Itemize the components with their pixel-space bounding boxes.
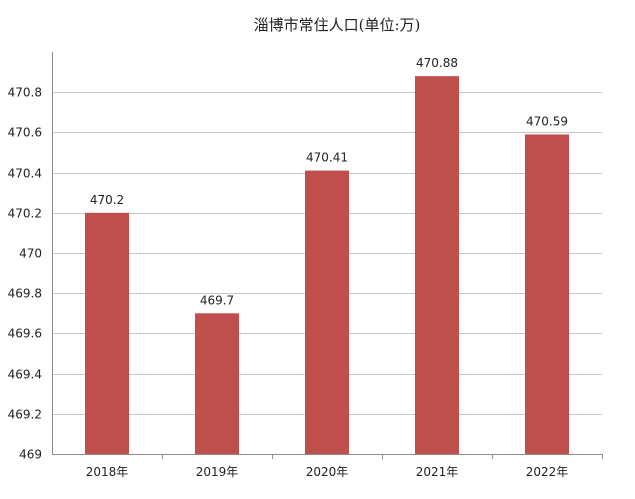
bar xyxy=(305,170,349,454)
labels: 469 469.2 469.4 469.6 469.8 470 470.2 470.4 470.… xyxy=(8,56,569,479)
y-tick-label: 469.2 xyxy=(8,408,42,422)
y-tick-label: 469.4 xyxy=(8,368,42,382)
y-tick-label: 470.2 xyxy=(8,207,42,221)
x-tick-label: 2020年 xyxy=(306,465,349,479)
x-tick-label: 2021年 xyxy=(416,465,459,479)
x-tick-label: 2018年 xyxy=(86,465,129,479)
data-label: 469.7 xyxy=(200,293,234,307)
y-tick-label: 469 xyxy=(19,448,42,462)
x-tick-label: 2022年 xyxy=(526,465,569,479)
y-tick-label: 469.6 xyxy=(8,327,42,341)
bar xyxy=(525,134,569,454)
y-tick-label: 470 xyxy=(19,247,42,261)
data-label: 470.88 xyxy=(416,56,458,70)
chart-title: 淄博市常住人口(单位:万) xyxy=(254,16,421,34)
y-tick-label: 470.6 xyxy=(8,126,42,140)
data-label: 470.59 xyxy=(526,114,568,128)
y-tick-label: 470.4 xyxy=(8,167,42,181)
bar xyxy=(415,76,459,455)
bar xyxy=(85,212,129,454)
y-tick-label: 469.8 xyxy=(8,287,42,301)
x-tick-label: 2019年 xyxy=(196,465,239,479)
y-tick-label: 470.8 xyxy=(8,86,42,100)
axes xyxy=(52,52,603,459)
bar xyxy=(195,313,239,454)
data-label: 470.2 xyxy=(90,193,124,207)
data-label: 470.41 xyxy=(306,151,348,165)
bars xyxy=(85,76,569,455)
